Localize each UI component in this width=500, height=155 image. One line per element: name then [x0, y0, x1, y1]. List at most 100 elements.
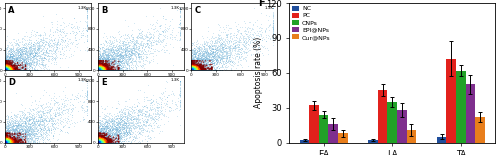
Point: [16, 130, 24, 132]
Point: [189, 69, 197, 71]
Point: [96, 47, 104, 50]
Point: [32, 35, 40, 37]
Point: [9, 141, 17, 144]
Point: [4, 66, 12, 68]
Point: [34, 111, 42, 113]
Point: [32, 114, 40, 117]
Point: [204, 67, 212, 70]
Point: [46, 124, 54, 127]
Point: [14, 124, 22, 126]
Point: [99, 69, 107, 71]
Point: [111, 141, 119, 144]
Point: [30, 119, 38, 122]
Point: [30, 55, 38, 57]
Point: [95, 58, 103, 60]
Point: [21, 69, 29, 71]
Point: [21, 64, 29, 67]
Point: [194, 68, 202, 70]
Point: [17, 131, 25, 133]
Point: [12, 67, 20, 69]
Point: [16, 129, 24, 132]
Point: [100, 138, 108, 140]
Point: [7, 141, 15, 144]
Point: [71, 106, 79, 108]
Point: [97, 64, 105, 67]
Point: [126, 60, 134, 63]
Point: [29, 43, 37, 46]
Point: [99, 69, 107, 71]
Point: [9, 132, 17, 135]
Point: [105, 141, 113, 144]
Point: [114, 66, 122, 69]
Point: [200, 59, 207, 62]
Point: [114, 130, 122, 133]
Point: [116, 121, 124, 123]
Point: [176, 80, 184, 82]
Point: [112, 115, 120, 117]
Point: [20, 48, 28, 50]
Point: [6, 67, 14, 69]
Point: [100, 69, 108, 71]
Point: [20, 69, 28, 71]
Point: [100, 66, 108, 69]
Point: [36, 69, 44, 71]
Point: [150, 124, 158, 126]
Point: [103, 62, 111, 64]
Point: [102, 58, 110, 61]
Point: [193, 67, 201, 69]
Point: [2, 69, 10, 71]
Point: [176, 7, 184, 9]
Point: [22, 117, 30, 119]
Point: [7, 59, 15, 61]
Point: [95, 137, 103, 140]
Point: [26, 69, 34, 71]
Point: [4, 69, 12, 71]
Point: [6, 141, 14, 144]
Point: [6, 61, 14, 64]
Point: [102, 141, 110, 144]
Point: [100, 137, 108, 140]
Point: [38, 111, 46, 114]
Point: [18, 62, 26, 64]
Point: [99, 139, 107, 142]
Point: [112, 137, 120, 139]
Point: [128, 34, 136, 37]
Point: [196, 65, 203, 68]
Point: [95, 67, 103, 69]
Point: [21, 126, 29, 128]
Point: [114, 66, 122, 68]
Point: [24, 122, 32, 124]
Point: [101, 141, 109, 144]
Point: [108, 128, 116, 130]
Point: [16, 128, 24, 131]
Point: [214, 69, 222, 71]
Point: [44, 132, 52, 135]
Point: [140, 67, 148, 69]
Point: [98, 138, 106, 140]
Point: [148, 58, 156, 61]
Point: [112, 141, 120, 144]
Point: [100, 69, 108, 71]
Point: [6, 67, 14, 69]
Point: [190, 69, 198, 71]
Point: [108, 46, 116, 49]
Point: [4, 57, 12, 60]
Point: [191, 65, 199, 67]
Point: [10, 140, 18, 142]
Point: [43, 68, 51, 70]
Point: [16, 115, 24, 117]
Point: [200, 69, 207, 71]
Point: [208, 64, 216, 67]
Point: [111, 120, 119, 122]
Point: [94, 68, 102, 71]
Point: [8, 137, 16, 139]
Point: [198, 69, 205, 71]
Point: [188, 60, 196, 62]
Point: [45, 131, 53, 133]
Point: [108, 69, 116, 71]
Point: [2, 141, 10, 144]
Point: [8, 60, 16, 62]
Point: [201, 56, 209, 58]
Point: [110, 69, 118, 71]
Point: [112, 137, 120, 140]
